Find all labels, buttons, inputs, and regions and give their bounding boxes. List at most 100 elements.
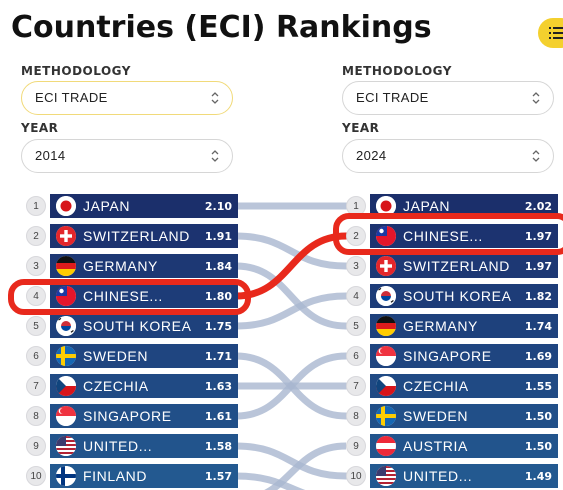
left-ranking-row[interactable]: 4 CHINESE... 1.80 <box>26 284 238 308</box>
eci-value: 1.50 <box>524 439 552 453</box>
chevron-updown-icon <box>532 92 540 104</box>
rank-link-line <box>232 232 350 270</box>
chevron-updown-icon <box>211 92 219 104</box>
rank-badge: 8 <box>26 406 46 426</box>
rank-link-line <box>264 442 347 490</box>
country-bar[interactable]: CHINESE... 1.80 <box>50 284 238 308</box>
country-bar[interactable]: AUSTRIA 1.50 <box>370 434 558 458</box>
eci-value: 1.49 <box>524 469 552 483</box>
austria-flag-icon <box>376 436 396 456</box>
left-year-select[interactable]: 2014 <box>21 139 233 173</box>
country-bar[interactable]: GERMANY 1.74 <box>370 314 558 338</box>
country-bar[interactable]: SWITZERLAND 1.97 <box>370 254 558 278</box>
country-name: SWEDEN <box>83 348 149 364</box>
country-bar[interactable]: SINGAPORE 1.61 <box>50 404 238 428</box>
right-methodology-select[interactable]: ECI TRADE <box>342 81 554 115</box>
czechia-flag-icon <box>56 376 76 396</box>
highlight-left-chinese-taipei <box>8 279 251 315</box>
left-methodology-value: ECI TRADE <box>35 90 108 105</box>
eci-value: 1.82 <box>524 289 552 303</box>
chinese-taipei-flag-icon <box>376 226 396 246</box>
country-name: SWEDEN <box>403 408 469 424</box>
left-ranking-row[interactable]: 7 CZECHIA 1.63 <box>26 374 238 398</box>
eci-value: 1.75 <box>204 319 232 333</box>
country-bar[interactable]: CHINESE... 1.97 <box>370 224 558 248</box>
chinese-taipei-flag-icon <box>56 286 76 306</box>
left-ranking-row[interactable]: 10 FINLAND 1.57 <box>26 464 238 488</box>
sweden-flag-icon <box>56 346 76 366</box>
right-ranking-row[interactable]: 5 GERMANY 1.74 <box>346 314 558 338</box>
left-ranking-row[interactable]: 6 SWEDEN 1.71 <box>26 344 238 368</box>
country-name: FINLAND <box>83 468 148 484</box>
country-name: SINGAPORE <box>403 348 492 364</box>
right-ranking-row[interactable]: 9 AUSTRIA 1.50 <box>346 434 558 458</box>
eci-value: 1.61 <box>204 409 232 423</box>
right-ranking-row[interactable]: 7 CZECHIA 1.55 <box>346 374 558 398</box>
country-name: SINGAPORE <box>83 408 172 424</box>
rank-link-line <box>232 442 350 480</box>
right-year-select[interactable]: 2024 <box>342 139 554 173</box>
rank-badge: 6 <box>26 346 46 366</box>
rank-badge: 8 <box>346 406 366 426</box>
country-bar[interactable]: CZECHIA 1.63 <box>50 374 238 398</box>
rank-badge: 7 <box>26 376 46 396</box>
eci-value: 1.55 <box>524 379 552 393</box>
country-name: GERMANY <box>403 318 478 334</box>
rank-badge: 9 <box>26 436 46 456</box>
japan-flag-icon <box>376 196 396 216</box>
country-name: CHINESE... <box>403 228 483 244</box>
left-methodology-select[interactable]: ECI TRADE <box>21 81 233 115</box>
country-bar[interactable]: UNITED... 1.49 <box>370 464 558 488</box>
left-ranking-row[interactable]: 1 JAPAN 2.10 <box>26 194 238 218</box>
right-year-value: 2024 <box>356 148 387 163</box>
eci-value: 1.80 <box>204 289 232 303</box>
country-name: UNITED... <box>403 468 473 484</box>
united-states-flag-icon <box>376 466 396 486</box>
right-ranking-row[interactable]: 10 UNITED... 1.49 <box>346 464 558 488</box>
left-ranking-row[interactable]: 3 GERMANY 1.84 <box>26 254 238 278</box>
rank-badge: 2 <box>26 226 46 246</box>
country-bar[interactable]: SOUTH KOREA 1.75 <box>50 314 238 338</box>
united-states-flag-icon <box>56 436 76 456</box>
rank-link-line <box>232 262 350 330</box>
rank-badge: 10 <box>346 466 366 486</box>
rank-badge: 9 <box>346 436 366 456</box>
country-name: SOUTH KOREA <box>403 288 512 304</box>
country-bar[interactable]: JAPAN 2.10 <box>50 194 238 218</box>
country-bar[interactable]: SOUTH KOREA 1.82 <box>370 284 558 308</box>
country-bar[interactable]: SWITZERLAND 1.91 <box>50 224 238 248</box>
right-ranking-row[interactable]: 3 SWITZERLAND 1.97 <box>346 254 558 278</box>
switzerland-flag-icon <box>56 226 76 246</box>
country-bar[interactable]: GERMANY 1.84 <box>50 254 238 278</box>
country-name: CHINESE... <box>83 288 163 304</box>
menu-button[interactable] <box>538 18 563 48</box>
highlight-link-line <box>232 232 350 300</box>
country-name: GERMANY <box>83 258 158 274</box>
left-ranking-row[interactable]: 5 SOUTH KOREA 1.75 <box>26 314 238 338</box>
chevron-updown-icon <box>532 150 540 162</box>
left-ranking-row[interactable]: 9 UNITED... 1.58 <box>26 434 238 458</box>
country-name: CZECHIA <box>83 378 149 394</box>
eci-value: 1.74 <box>524 319 552 333</box>
country-name: JAPAN <box>403 198 451 214</box>
left-year-value: 2014 <box>35 148 66 163</box>
left-year-label: YEAR <box>21 121 59 135</box>
right-ranking-row[interactable]: 4 SOUTH KOREA 1.82 <box>346 284 558 308</box>
country-bar[interactable]: SWEDEN 1.71 <box>50 344 238 368</box>
country-bar[interactable]: CZECHIA 1.55 <box>370 374 558 398</box>
right-ranking-row[interactable]: 8 SWEDEN 1.50 <box>346 404 558 428</box>
country-bar[interactable]: SWEDEN 1.50 <box>370 404 558 428</box>
right-ranking-row[interactable]: 2 CHINESE... 1.97 <box>346 224 558 248</box>
right-ranking-row[interactable]: 6 SINGAPORE 1.69 <box>346 344 558 368</box>
country-bar[interactable]: FINLAND 1.57 <box>50 464 238 488</box>
eci-value: 1.97 <box>524 259 552 273</box>
left-ranking-row[interactable]: 2 SWITZERLAND 1.91 <box>26 224 238 248</box>
country-name: SOUTH KOREA <box>83 318 192 334</box>
country-bar[interactable]: SINGAPORE 1.69 <box>370 344 558 368</box>
right-methodology-label: METHODOLOGY <box>342 64 452 78</box>
country-bar[interactable]: UNITED... 1.58 <box>50 434 238 458</box>
rank-badge: 5 <box>26 316 46 336</box>
rank-badge: 10 <box>26 466 46 486</box>
left-ranking-row[interactable]: 8 SINGAPORE 1.61 <box>26 404 238 428</box>
